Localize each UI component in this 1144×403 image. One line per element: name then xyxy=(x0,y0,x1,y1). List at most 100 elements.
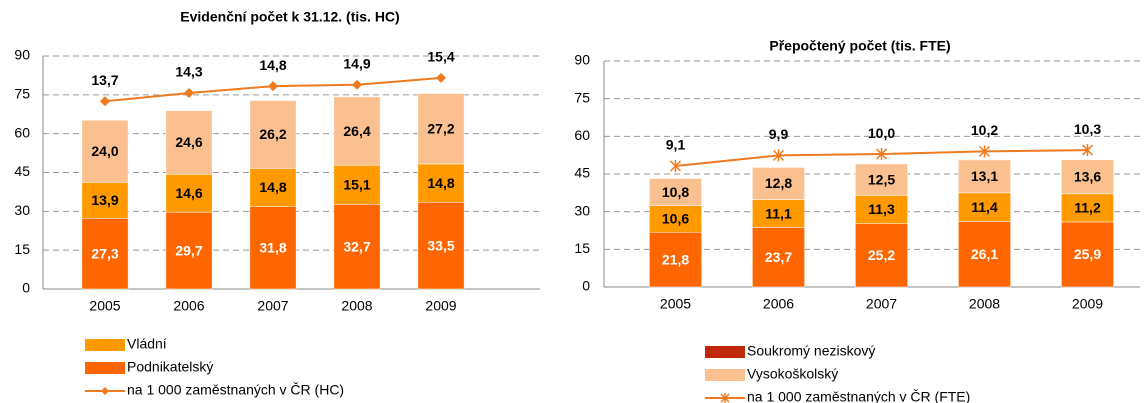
bar-segment xyxy=(649,205,702,233)
data-label: 12,5 xyxy=(868,171,895,187)
data-label: 33,5 xyxy=(427,237,454,253)
y-tick-label: 90 xyxy=(14,47,30,63)
bar-segment xyxy=(752,199,805,228)
data-label: 27,3 xyxy=(91,245,118,261)
bar-segment xyxy=(958,192,1011,222)
marker xyxy=(184,88,194,99)
line-label: 15,4 xyxy=(427,49,454,65)
x-tick-label: 2008 xyxy=(341,298,372,314)
bar-segment xyxy=(855,163,908,196)
marker xyxy=(436,72,446,83)
marker xyxy=(875,148,888,161)
data-label: 10,8 xyxy=(662,184,689,200)
legend-marker xyxy=(720,393,730,403)
x-tick-label: 2007 xyxy=(866,296,897,312)
data-label: 27,2 xyxy=(427,120,454,136)
legend-swatch xyxy=(85,339,125,351)
data-label: 11,3 xyxy=(868,201,895,217)
data-label: 12,8 xyxy=(765,175,792,191)
y-tick-label: 75 xyxy=(14,86,30,102)
legend-label: Soukromý neziskový xyxy=(747,343,875,359)
y-tick-label: 0 xyxy=(22,280,30,296)
marker xyxy=(1081,144,1094,157)
data-label: 13,9 xyxy=(91,192,118,208)
bar-segment xyxy=(249,206,297,290)
y-tick-label: 90 xyxy=(574,52,590,68)
y-tick-label: 45 xyxy=(14,163,30,179)
bar-segment xyxy=(81,119,129,183)
legend-marker xyxy=(101,387,109,395)
data-label: 11,1 xyxy=(765,205,792,221)
x-tick-label: 2009 xyxy=(1072,296,1103,312)
marker xyxy=(268,81,278,92)
bar-segment xyxy=(249,100,297,169)
y-tick-label: 30 xyxy=(574,202,590,218)
bar-segment xyxy=(855,195,908,224)
y-tick-label: 45 xyxy=(574,165,590,181)
y-tick-label: 15 xyxy=(14,241,30,257)
x-tick-label: 2006 xyxy=(763,296,794,312)
x-tick-label: 2006 xyxy=(173,298,204,314)
marker xyxy=(352,79,362,90)
data-label: 31,8 xyxy=(259,240,286,256)
chart-title: Evidenční počet k 31.12. (tis. HC) xyxy=(180,9,399,25)
bar-segment xyxy=(855,223,908,288)
line-label: 14,9 xyxy=(343,55,370,71)
y-tick-label: 60 xyxy=(14,124,30,140)
y-tick-label: 15 xyxy=(574,240,590,256)
bar-segment xyxy=(165,174,213,213)
legend-label: na 1 000 zaměstnaných v ČR (HC) xyxy=(127,382,344,398)
marker xyxy=(100,96,110,107)
data-label: 11,4 xyxy=(971,199,998,215)
legend-label: Vysokoškolský xyxy=(747,366,838,382)
y-tick-label: 60 xyxy=(574,127,590,143)
bar-segment xyxy=(958,159,1011,194)
legend-label: Vládní xyxy=(127,336,167,352)
y-tick-label: 30 xyxy=(14,202,30,218)
data-label: 14,6 xyxy=(175,185,202,201)
line-label: 9,9 xyxy=(769,126,789,142)
data-label: 14,8 xyxy=(259,179,286,195)
x-tick-label: 2005 xyxy=(660,296,691,312)
bar-segment xyxy=(333,96,381,166)
bar-segment xyxy=(81,182,129,219)
line-label: 13,7 xyxy=(91,72,118,88)
bar-segment xyxy=(1061,221,1114,288)
bar-segment xyxy=(649,232,702,288)
y-tick-label: 75 xyxy=(574,89,590,105)
line-label: 10,0 xyxy=(868,125,895,141)
data-label: 26,2 xyxy=(259,126,286,142)
line-label: 10,3 xyxy=(1074,121,1101,137)
marker xyxy=(978,145,991,158)
data-label: 25,9 xyxy=(1074,246,1101,262)
line-label: 10,2 xyxy=(971,122,998,138)
legend-swatch xyxy=(705,369,745,381)
bar-segment xyxy=(649,178,702,206)
data-label: 26,4 xyxy=(343,123,370,139)
data-label: 23,7 xyxy=(765,249,792,265)
legend-label: na 1 000 zaměstnaných v ČR (FTE) xyxy=(747,389,970,403)
data-label: 24,0 xyxy=(91,143,118,159)
x-tick-label: 2005 xyxy=(89,298,120,314)
y-tick-label: 0 xyxy=(582,278,590,294)
data-label: 13,6 xyxy=(1074,168,1101,184)
line-label: 9,1 xyxy=(666,137,686,153)
legend-swatch xyxy=(85,362,125,374)
bar-segment xyxy=(333,165,381,205)
data-label: 13,1 xyxy=(971,168,998,184)
bar-segment xyxy=(417,93,465,165)
data-label: 24,6 xyxy=(175,134,202,150)
x-tick-label: 2009 xyxy=(425,298,456,314)
bar-segment xyxy=(333,204,381,290)
bar-segment xyxy=(752,227,805,288)
line-label: 14,3 xyxy=(175,64,202,80)
data-label: 29,7 xyxy=(175,242,202,258)
data-label: 10,6 xyxy=(662,211,689,227)
data-label: 15,1 xyxy=(343,177,370,193)
bar-segment xyxy=(249,168,297,207)
data-label: 26,1 xyxy=(971,246,998,262)
bar-segment xyxy=(81,218,129,290)
legend-swatch xyxy=(705,346,745,358)
